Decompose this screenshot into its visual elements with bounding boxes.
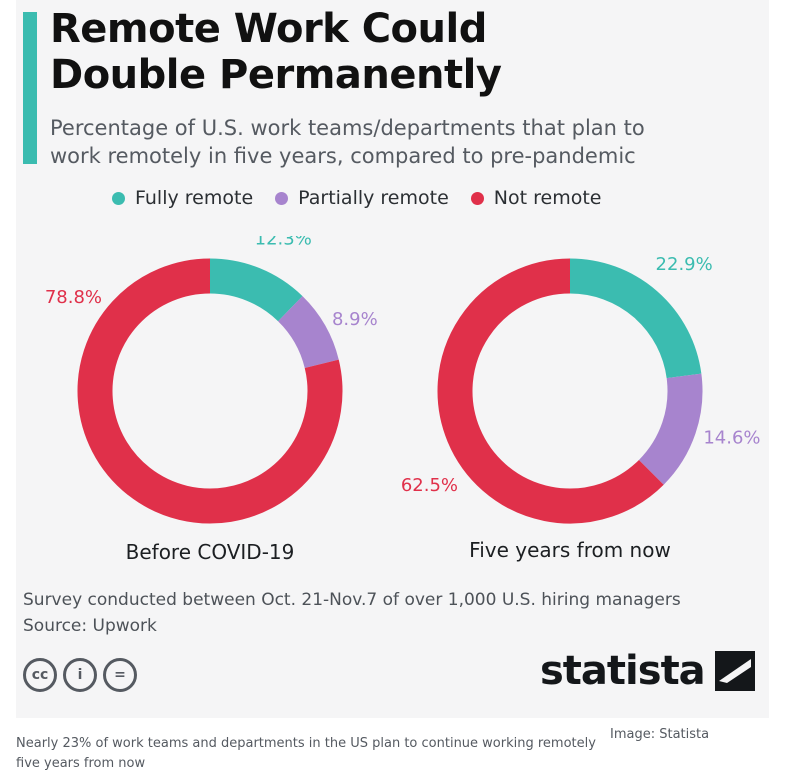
- chart-caption-before: Before COVID-19: [125, 540, 295, 564]
- chart-caption-future: Five years from now: [469, 538, 671, 562]
- legend-swatch-fully-remote: [112, 191, 125, 205]
- statista-mark-icon: [714, 651, 755, 691]
- legend-label-fully-remote: Fully remote: [135, 187, 254, 209]
- brand-name: statista: [540, 648, 706, 694]
- donut-0-slice-partially-remote: [277, 296, 339, 369]
- image-credit: Image: Statista: [610, 727, 710, 742]
- donut-1-slice-fully-remote: [569, 258, 702, 379]
- donut-1-label-fully-remote: 22.9%: [656, 254, 713, 275]
- license-icons: cc i =: [23, 658, 137, 692]
- attribution-icon[interactable]: i: [63, 658, 97, 692]
- cc-icon[interactable]: cc: [23, 658, 57, 692]
- title-line-2: Double Permanently: [50, 52, 502, 98]
- title-line-1: Remote Work Could: [50, 6, 487, 52]
- donut-0-slice-not-remote: [77, 258, 343, 524]
- donut-1-slice-not-remote: [437, 258, 664, 524]
- subtitle-line-1: Percentage of U.S. work teams/department…: [50, 116, 645, 140]
- infographic-card: [16, 0, 769, 718]
- donut-0-label-fully-remote: 12.3%: [255, 236, 312, 250]
- donut-0-label-not-remote: 78.8%: [45, 287, 102, 308]
- survey-note: Survey conducted between Oct. 21-Nov.7 o…: [23, 590, 681, 610]
- donut-1-label-partially-remote: 14.6%: [703, 428, 760, 449]
- legend-item-fully-remote: Fully remote: [112, 187, 253, 209]
- survey-notes: Survey conducted between Oct. 21-Nov.7 o…: [23, 587, 723, 639]
- brand-logo[interactable]: statista: [540, 648, 755, 694]
- legend-item-not-remote: Not remote: [470, 187, 602, 209]
- legend: Fully remote Partially remote Not remote: [112, 184, 601, 212]
- accent-bar: [23, 12, 37, 164]
- legend-label-partially-remote: Partially remote: [298, 187, 449, 209]
- chart-title: Remote Work Could Double Permanently: [50, 6, 740, 98]
- no-derivatives-icon[interactable]: =: [103, 658, 137, 692]
- chart-subtitle: Percentage of U.S. work teams/department…: [50, 114, 730, 170]
- donut-charts: 12.3% 8.9% 78.8% 22.9% 14.6% 62.5%: [45, 236, 761, 524]
- legend-label-not-remote: Not remote: [493, 187, 602, 209]
- source-note: Source: Upwork: [23, 616, 157, 636]
- donut-0-label-partially-remote: 8.9%: [332, 309, 378, 330]
- legend-item-partially-remote: Partially remote: [275, 187, 449, 209]
- legend-swatch-not-remote: [470, 191, 484, 205]
- donut-1-label-not-remote: 62.5%: [401, 475, 458, 496]
- image-caption: Nearly 23% of work teams and departments…: [16, 736, 596, 771]
- donut-1-slice-partially-remote: [638, 373, 703, 485]
- subtitle-line-2: work remotely in five years, compared to…: [50, 144, 636, 168]
- donut-0-slice-fully-remote: [209, 258, 303, 322]
- legend-swatch-partially-remote: [275, 191, 289, 205]
